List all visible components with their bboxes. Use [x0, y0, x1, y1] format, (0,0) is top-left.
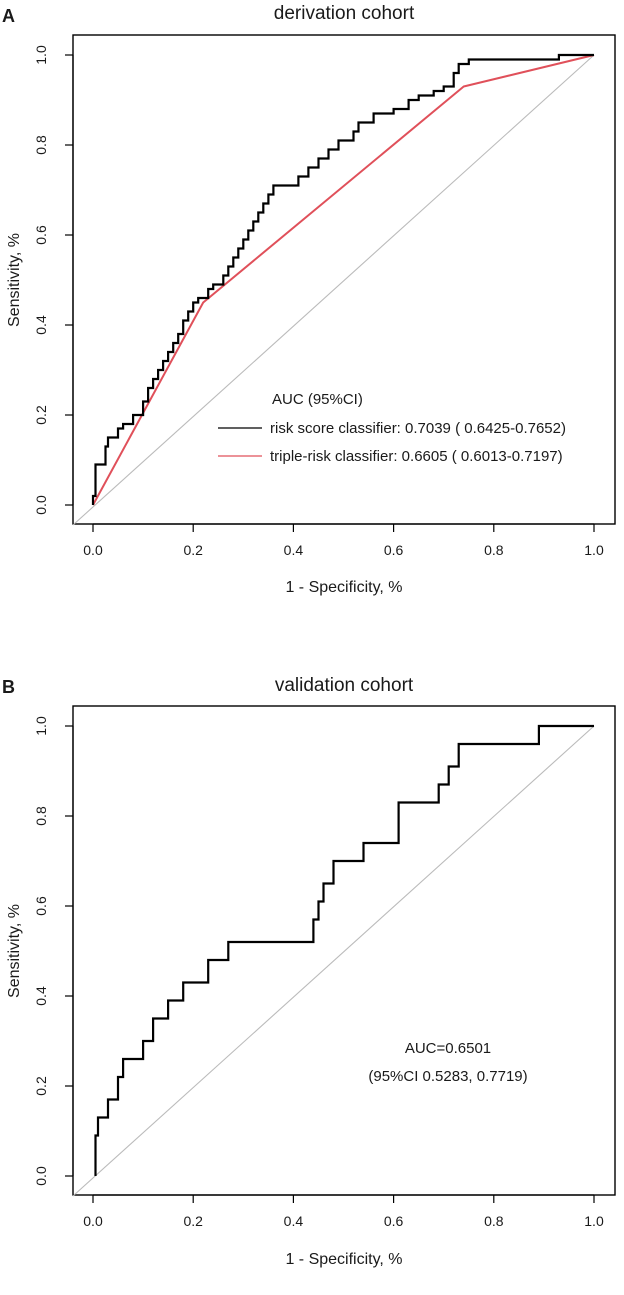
panel-b-y-tick-label: 0.2 [33, 1076, 49, 1096]
panel-a-title: derivation cohort [274, 3, 415, 24]
panel-b-y-tick-label: 0.8 [33, 806, 49, 826]
panel-a-legend-label-risk-score: risk score classifier: 0.7039 ( 0.6425-0… [270, 420, 566, 437]
panel-b-y-tick-label: 0.4 [33, 986, 49, 1006]
panel-a-reference-diagonal [72, 54, 595, 526]
panel-b-x-tick-label: 0.2 [183, 1213, 203, 1229]
panel-b-x-tick-label: 0.8 [484, 1213, 504, 1229]
panel-a-x-axis-label: 1 - Specificity, % [285, 579, 402, 596]
panel-b-auc-ci: (95%CI 0.5283, 0.7719) [368, 1068, 527, 1085]
panel-a-y-tick-label: 1.0 [33, 45, 49, 65]
panel-b-x-axis: 0.0 0.2 0.4 0.6 0.8 1.0 [83, 1194, 604, 1229]
panel-b-y-tick-label: 1.0 [33, 716, 49, 736]
panel-a-y-tick-label: 0.8 [33, 135, 49, 155]
panel-b-title: validation cohort [275, 675, 414, 696]
panel-a-risk-score-roc-line [91, 53, 594, 505]
panel-a-y-tick-label: 0.0 [33, 495, 49, 515]
panel-a-x-tick-label: 0.0 [83, 542, 103, 558]
panel-b-letter: B [2, 677, 15, 697]
panel-a-x-tick-label: 0.6 [384, 542, 404, 558]
panel-a-letter: A [2, 6, 15, 26]
panel-b-y-axis-label: Sensitivity, % [6, 904, 23, 998]
panel-a-legend-title: AUC (95%CI) [272, 391, 363, 408]
panel-b-auc-annotation: AUC=0.6501 (95%CI 0.5283, 0.7719) [368, 1040, 527, 1085]
panel-a-y-tick-label: 0.6 [33, 225, 49, 245]
panel-b-reference-diagonal [72, 725, 595, 1197]
panel-a-triple-risk-roc-line [92, 54, 595, 506]
panel-a-x-tick-label: 0.4 [284, 542, 304, 558]
panel-a-x-axis: 0.0 0.2 0.4 0.6 0.8 1.0 [83, 523, 604, 558]
panel-b-x-tick-label: 0.6 [384, 1213, 404, 1229]
panel-a-y-axis-label: Sensitivity, % [6, 233, 23, 327]
panel-a-x-tick-label: 0.2 [183, 542, 203, 558]
panel-a-legend: AUC (95%CI) risk score classifier: 0.703… [218, 391, 566, 465]
panel-b: B validation cohort 0.0 0.2 0.4 0.6 0.8 … [2, 675, 616, 1268]
panel-a-legend-label-triple-risk: triple-risk classifier: 0.6605 ( 0.6013-… [270, 448, 563, 465]
panel-a: A derivation cohort 0.0 0.2 0.4 0.6 0.8 … [2, 3, 616, 596]
panel-a-y-axis: 0.0 0.2 0.4 0.6 0.8 1.0 [33, 45, 74, 515]
panel-b-plot-frame [72, 705, 616, 1196]
panel-a-x-tick-label: 0.8 [484, 542, 504, 558]
panel-b-y-axis: 0.0 0.2 0.4 0.6 0.8 1.0 [33, 716, 74, 1186]
panel-a-x-tick-label: 1.0 [584, 542, 604, 558]
panel-b-roc-line [94, 724, 594, 1176]
panel-a-y-tick-label: 0.4 [33, 315, 49, 335]
panel-b-x-tick-label: 1.0 [584, 1213, 604, 1229]
panel-b-x-axis-label: 1 - Specificity, % [285, 1251, 402, 1268]
panel-b-y-tick-label: 0.6 [33, 896, 49, 916]
panel-b-y-tick-label: 0.0 [33, 1166, 49, 1186]
panel-b-x-tick-label: 0.4 [284, 1213, 304, 1229]
panel-a-y-tick-label: 0.2 [33, 405, 49, 425]
panel-b-auc-value: AUC=0.6501 [405, 1040, 491, 1057]
panel-b-x-tick-label: 0.0 [83, 1213, 103, 1229]
